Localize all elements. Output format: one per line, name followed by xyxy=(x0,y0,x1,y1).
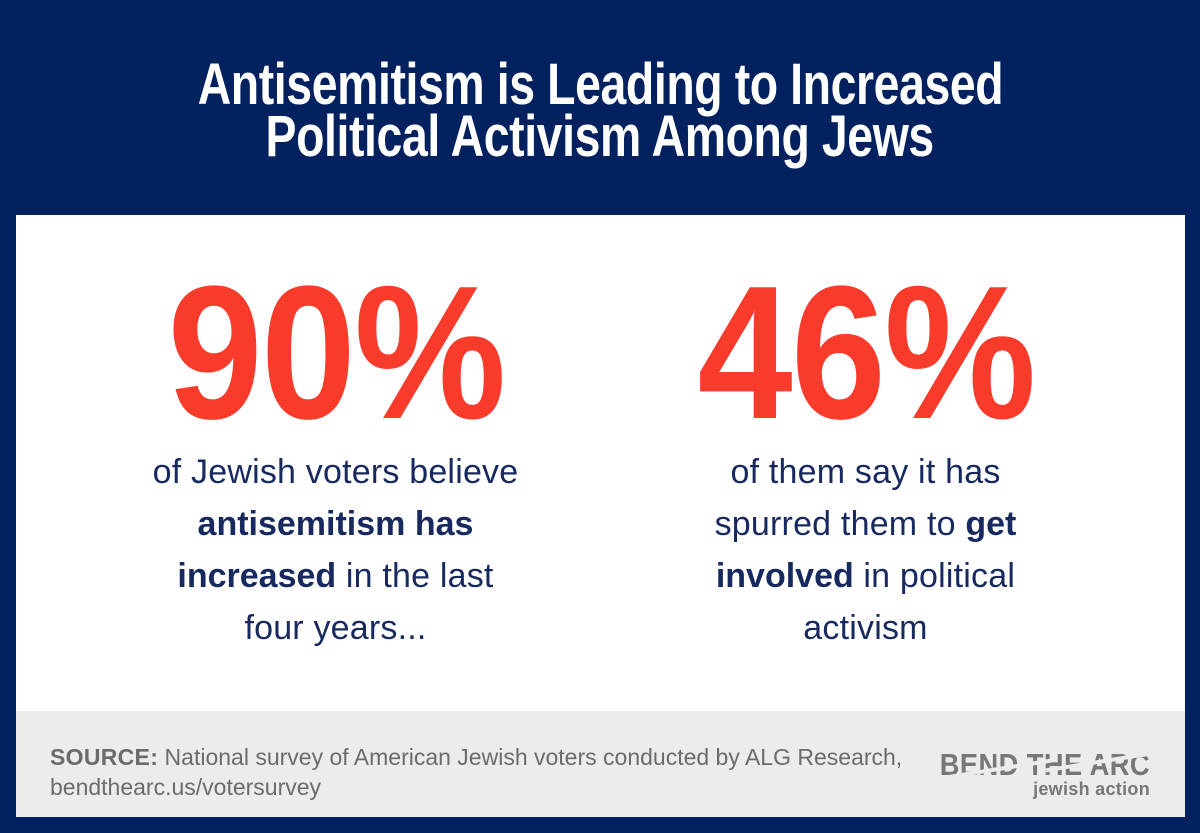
stat-text-line: of Jewish voters believe xyxy=(86,446,586,498)
source-bar: SOURCE: National survey of American Jewi… xyxy=(16,711,1185,817)
stat-value-46: 46% xyxy=(697,247,1036,459)
stat-text-segment: in the last xyxy=(336,557,494,595)
stat-text-line: of them say it has xyxy=(616,446,1116,498)
header: Antisemitism is Leading to Increased Pol… xyxy=(0,0,1200,215)
stat-text-line: involved in political xyxy=(616,550,1116,602)
logo-wordmark-text: BEND THE ARC xyxy=(939,747,1150,782)
stat-text-segment: of them say it has xyxy=(730,453,1001,491)
stat-text-line: antisemitism has xyxy=(86,498,586,550)
stat-text-bold-segment: antisemitism has xyxy=(197,505,474,543)
stat-text-segment: four years... xyxy=(244,609,427,647)
stat-column-antisemitism-increased: 90% of Jewish voters believe antisemitism… xyxy=(86,258,586,711)
stat-text-segment: in political xyxy=(853,557,1016,595)
bend-the-arc-logo: BEND THE ARC jewish action xyxy=(911,749,1163,799)
stat-text-line: spurred them to get xyxy=(616,498,1116,550)
stat-value-90: 90% xyxy=(167,247,506,459)
page-title-line-2: Political Activism Among Jews xyxy=(265,104,935,169)
logo-wordmark: BEND THE ARC xyxy=(933,749,1163,781)
stat-text-90: of Jewish voters believe antisemitism has… xyxy=(86,446,586,654)
stat-text-segment: spurred them to xyxy=(714,505,966,543)
source-text: SOURCE: National survey of American Jewi… xyxy=(50,742,902,802)
source-label: SOURCE: xyxy=(50,744,159,770)
stat-text-line: activism xyxy=(616,602,1116,654)
stat-text-line: increased in the last xyxy=(86,550,586,602)
stats-panel: 90% of Jewish voters believe antisemitism… xyxy=(16,215,1185,711)
stat-text-segment: activism xyxy=(803,609,928,647)
stat-text-bold-segment: get xyxy=(965,505,1017,543)
stat-text-segment: of Jewish voters believe xyxy=(152,453,519,491)
stat-text-line: four years... xyxy=(86,602,586,654)
stat-text-46: of them say it has spurred them to get inv… xyxy=(616,446,1116,654)
source-url: bendthearc.us/votersurvey xyxy=(50,774,322,800)
page-title-line-1: Antisemitism is Leading to Increased xyxy=(197,52,1003,117)
stat-text-bold-segment: increased xyxy=(177,557,337,595)
source-description: National survey of American Jewish voter… xyxy=(158,744,903,770)
logo-tagline: jewish action xyxy=(1033,779,1150,799)
stat-text-bold-segment: involved xyxy=(715,557,854,595)
stat-column-get-involved: 46% of them say it has spurred them to ge… xyxy=(616,258,1116,711)
